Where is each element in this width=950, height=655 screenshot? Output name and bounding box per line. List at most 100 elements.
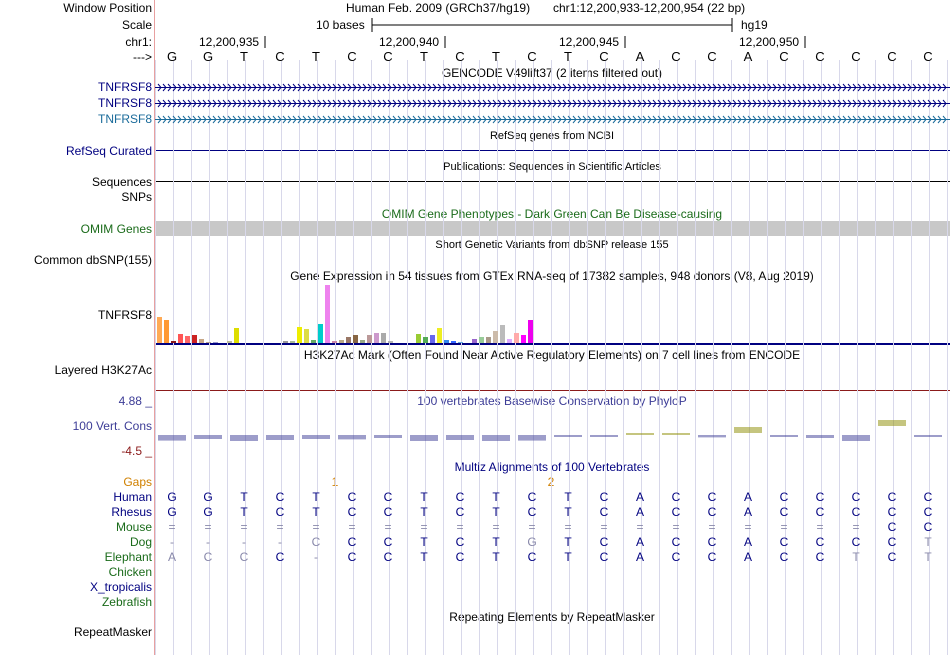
gtex-bar xyxy=(206,342,211,343)
label-repeatmasker[interactable]: RepeatMasker xyxy=(73,625,152,639)
refseq-gene-line[interactable] xyxy=(155,150,950,151)
gtex-bar xyxy=(164,320,169,343)
aligned-base: C xyxy=(311,535,321,549)
aligned-base: = xyxy=(312,520,320,534)
label-snps[interactable]: SNPs xyxy=(121,190,152,204)
ref-base: C xyxy=(779,49,789,64)
aligned-base: G xyxy=(203,490,213,504)
aligned-base: = xyxy=(744,520,752,534)
aligned-base: C xyxy=(779,535,789,549)
aligned-base: C xyxy=(455,490,465,504)
label-tnfrsf8-1[interactable]: TNFRSF8 xyxy=(98,80,152,94)
gtex-bar xyxy=(311,340,316,343)
gtex-baseline xyxy=(155,343,950,345)
species-label[interactable]: Mouse xyxy=(115,520,152,534)
sequences-line[interactable] xyxy=(155,181,950,182)
aligned-base: C xyxy=(923,505,933,519)
aligned-base: T xyxy=(492,550,500,564)
aligned-base: C xyxy=(779,490,789,504)
aligned-base: - xyxy=(206,535,210,549)
species-label[interactable]: Elephant xyxy=(104,550,152,564)
aligned-base: C xyxy=(203,550,213,564)
species-label[interactable]: Zebrafish xyxy=(101,595,152,609)
aligned-base: A xyxy=(743,490,753,504)
aligned-base: C xyxy=(455,550,465,564)
aligned-base: A xyxy=(743,505,753,519)
label-refseq-curated[interactable]: RefSeq Curated xyxy=(65,144,152,158)
aligned-base: C xyxy=(347,490,357,504)
label-scale: Scale xyxy=(121,18,152,32)
ref-base: C xyxy=(671,49,681,64)
aligned-base: C xyxy=(779,550,789,564)
aligned-base: T xyxy=(420,490,428,504)
aligned-base: C xyxy=(707,490,717,504)
label-vert-cons[interactable]: 100 Vert. Cons xyxy=(72,419,152,433)
aligned-base: C xyxy=(671,535,681,549)
label-gtex-gene[interactable]: TNFRSF8 xyxy=(98,308,152,322)
aligned-base: C xyxy=(455,505,465,519)
species-label[interactable]: Rhesus xyxy=(111,505,152,519)
aligned-base: G xyxy=(167,505,177,519)
aligned-base: C xyxy=(347,535,357,549)
gtex-bar xyxy=(213,342,218,343)
gtex-bar xyxy=(430,335,435,343)
gtex-bar xyxy=(458,342,463,343)
aligned-base: C xyxy=(599,490,609,504)
label-layered-h3k27ac[interactable]: Layered H3K27Ac xyxy=(54,363,152,377)
gencode-gene-2[interactable] xyxy=(155,99,950,108)
ref-base: C xyxy=(707,49,717,64)
gtex-bar xyxy=(185,336,190,343)
label-common-dbsnp[interactable]: Common dbSNP(155) xyxy=(33,253,152,267)
gtex-bar xyxy=(416,334,421,343)
gtex-bar xyxy=(486,337,491,343)
species-label[interactable]: Human xyxy=(113,490,152,504)
label-window-position: Window Position xyxy=(63,1,152,15)
aligned-base: T xyxy=(564,535,572,549)
aligned-base: C xyxy=(887,520,897,534)
gtex-bar xyxy=(318,324,323,343)
gtex-bar xyxy=(297,327,302,343)
aligned-base: C xyxy=(599,535,609,549)
gtex-bar xyxy=(374,333,379,343)
aligned-base: C xyxy=(887,490,897,504)
species-label[interactable]: Dog xyxy=(129,535,152,549)
aligned-base: C xyxy=(275,550,285,564)
aligned-base: A xyxy=(743,550,753,564)
gtex-bar xyxy=(171,341,176,343)
label-tnfrsf8-3[interactable]: TNFRSF8 xyxy=(98,112,152,126)
aligned-base: C xyxy=(383,490,393,504)
label-omim-genes[interactable]: OMIM Genes xyxy=(80,222,152,236)
aligned-base: = xyxy=(600,520,608,534)
aligned-base: = xyxy=(456,520,464,534)
gtex-bar xyxy=(304,329,309,343)
gtex-bar xyxy=(423,337,428,343)
gencode-gene-1[interactable] xyxy=(155,83,950,92)
aligned-base: C xyxy=(455,535,465,549)
gtex-bar xyxy=(157,317,162,343)
gtex-bar xyxy=(192,335,197,343)
label-tnfrsf8-2[interactable]: TNFRSF8 xyxy=(98,96,152,110)
gtex-bar xyxy=(332,341,337,343)
species-label[interactable]: Chicken xyxy=(108,565,152,579)
aligned-base: T xyxy=(240,505,248,519)
label-sequences[interactable]: Sequences xyxy=(91,175,152,189)
gtex-bar xyxy=(199,339,204,343)
ref-base: T xyxy=(240,49,248,64)
species-label[interactable]: X_tropicalis xyxy=(89,580,152,594)
gencode-gene-3[interactable] xyxy=(155,115,950,124)
gtex-bar xyxy=(290,341,295,343)
label-separator xyxy=(154,0,155,655)
aligned-base: C xyxy=(923,520,933,534)
aligned-base: C xyxy=(887,505,897,519)
gtex-bar xyxy=(444,340,449,343)
gtex-bar xyxy=(493,331,498,343)
phylop-mark xyxy=(230,435,258,441)
aligned-base: C xyxy=(923,490,933,504)
aligned-base: T xyxy=(420,505,428,519)
aligned-base: T xyxy=(564,490,572,504)
ref-base: C xyxy=(599,49,609,64)
aligned-base: C xyxy=(779,505,789,519)
aligned-base: C xyxy=(383,505,393,519)
ref-base: G xyxy=(166,49,178,64)
